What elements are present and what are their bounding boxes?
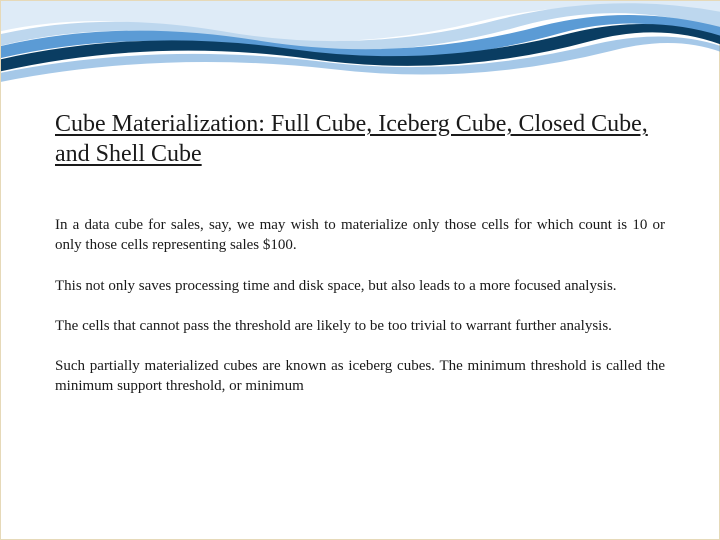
paragraph-4: Such partially materialized cubes are kn…	[55, 356, 665, 397]
slide-container: Cube Materialization: Full Cube, Iceberg…	[0, 0, 720, 540]
paragraph-3: The cells that cannot pass the threshold…	[55, 316, 665, 336]
wave-svg	[1, 1, 720, 96]
slide-content: Cube Materialization: Full Cube, Iceberg…	[55, 109, 665, 417]
paragraph-2: This not only saves processing time and …	[55, 276, 665, 296]
wave-decoration	[1, 1, 720, 96]
slide-title: Cube Materialization: Full Cube, Iceberg…	[55, 109, 665, 169]
paragraph-1: In a data cube for sales, say, we may wi…	[55, 215, 665, 256]
